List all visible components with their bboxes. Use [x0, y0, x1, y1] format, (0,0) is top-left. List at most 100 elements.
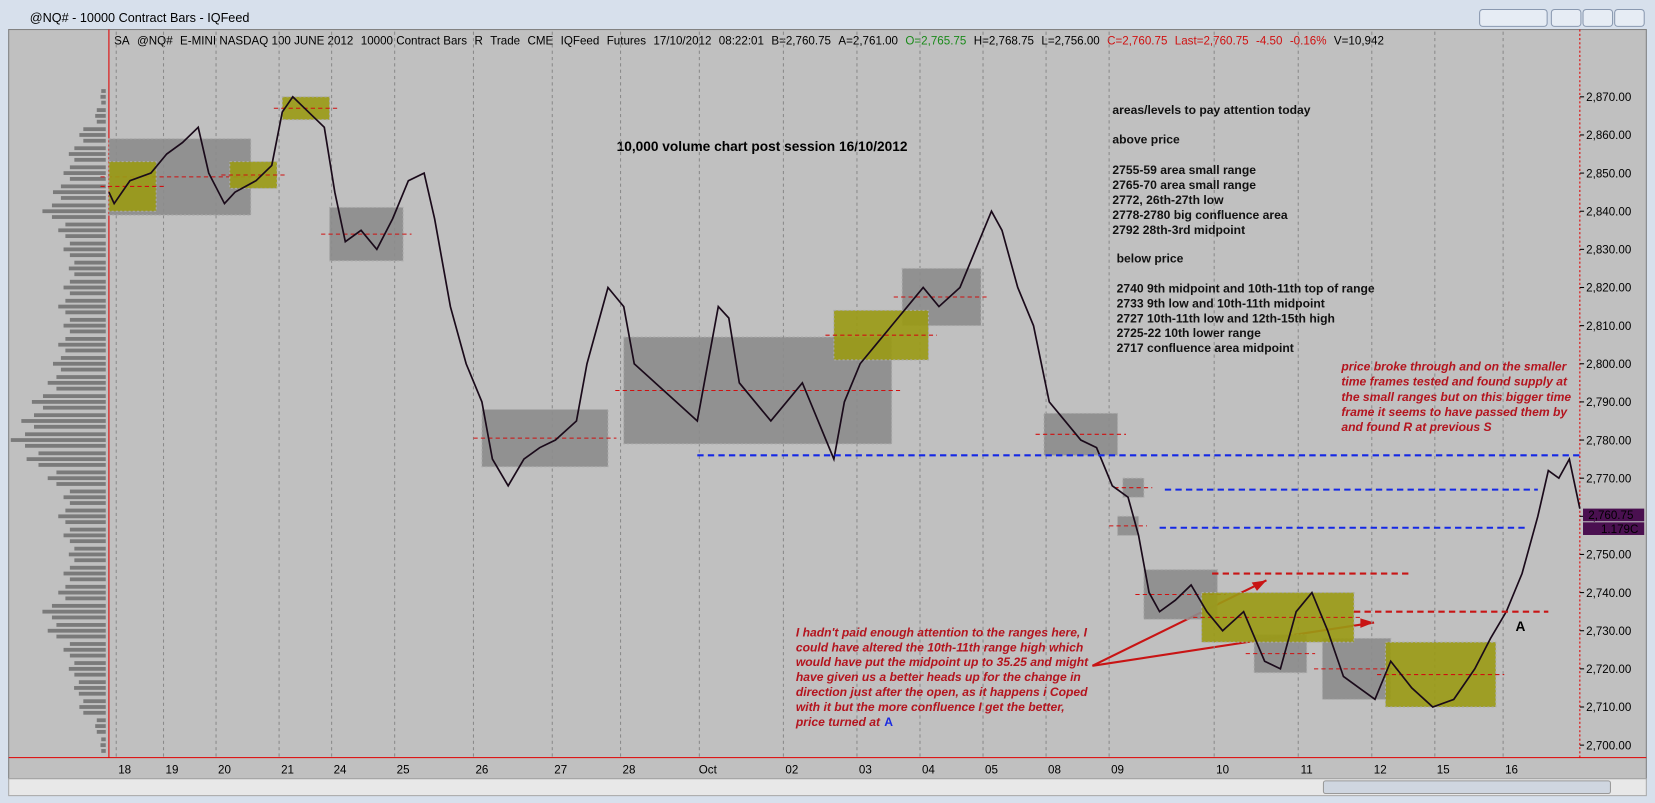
volume-bar [51, 615, 106, 620]
volume-bar [60, 356, 106, 360]
x-tick-label: 16 [1505, 763, 1518, 776]
note-line: 2717 confluence area midpoint [1117, 341, 1294, 355]
toolbar-buttons[interactable] [1479, 8, 1548, 27]
volume-bar [69, 165, 106, 170]
comment-line: price broke through and on the smaller [1340, 359, 1567, 373]
window-controls[interactable] [1479, 8, 1645, 27]
volume-bar [65, 348, 106, 353]
header-item: SA [114, 34, 130, 47]
volume-bar [58, 342, 106, 347]
volume-bar [65, 596, 106, 601]
x-tick-label: 28 [623, 763, 636, 776]
note-line: 2725-22 10th lower range [1117, 326, 1261, 340]
volume-bar [38, 463, 106, 467]
comment-line: and found R at previous S [1341, 420, 1491, 434]
x-tick-label: 21 [281, 763, 294, 776]
volume-bar [25, 443, 106, 448]
note-line: 2755-59 area small range [1112, 163, 1256, 177]
comment-line: frame it seems to have passed them by [1341, 405, 1568, 419]
volume-bar [100, 94, 106, 99]
chart-title: 10,000 volume chart post session 16/10/2… [617, 139, 908, 154]
volume-bar [63, 571, 106, 576]
volume-bar [68, 666, 106, 671]
header-item: Trade [490, 34, 520, 47]
volume-bar [38, 451, 106, 456]
volume-bar [60, 367, 106, 372]
note-line: 2765-70 area small range [1112, 178, 1256, 192]
y-tick-label: 2,710.00 [1586, 701, 1631, 714]
header-item: -0.16% [1290, 34, 1327, 47]
scroll-thumb[interactable] [1322, 780, 1611, 795]
comment-line: could have altered the 10th-11th range h… [796, 640, 1083, 654]
x-tick-label: 27 [554, 763, 567, 776]
y-tick-label: 2,830.00 [1586, 244, 1631, 257]
volume-bar [69, 527, 106, 532]
volume-bar [69, 317, 106, 322]
note-label: above price [1112, 133, 1180, 147]
marker-a: A [884, 715, 893, 729]
scrollbar[interactable] [8, 778, 1647, 797]
volume-bar [58, 514, 106, 519]
arrow-heads [1251, 580, 1375, 628]
y-tick-label: 2,700.00 [1586, 739, 1631, 752]
price-tag: 2,760.75 [1588, 509, 1633, 522]
close-button[interactable] [1614, 8, 1645, 27]
comment-line: would have put the midpoint up to 35.25 … [796, 655, 1089, 669]
header-item: CME [527, 34, 553, 47]
header-item: IQFeed [561, 34, 600, 47]
header-item: 08:22:01 [719, 34, 764, 47]
volume-bar [69, 176, 106, 181]
volume-bar [56, 623, 106, 627]
volume-bar [96, 119, 106, 124]
x-tick-label: 25 [397, 763, 410, 776]
maximize-button[interactable] [1582, 8, 1614, 27]
note-line: 2792 28th-3rd midpoint [1112, 223, 1245, 237]
volume-bar [63, 285, 106, 290]
volume-bar [65, 520, 106, 525]
minimize-button[interactable] [1550, 8, 1582, 27]
volume-bar [63, 171, 106, 175]
note-line: 2772, 26th-27th low [1112, 193, 1224, 207]
volume-bar [42, 405, 106, 410]
volume-bar [51, 203, 106, 208]
note-label: below price [1117, 252, 1184, 266]
volume-bar [51, 215, 106, 219]
count-tag: 1.179C [1601, 523, 1638, 536]
volume-bar [74, 272, 106, 277]
header-item: O=2,765.75 [905, 34, 966, 47]
volume-bar [74, 686, 106, 690]
volume-bar [63, 495, 106, 500]
comment-line: with it but the more confluence I get th… [796, 700, 1065, 714]
volume-bar [65, 298, 106, 303]
volume-bar [83, 699, 106, 704]
note-line: 2727 10th-11th low and 12th-15th high [1117, 311, 1335, 325]
volume-bar [26, 457, 106, 462]
header-bar: SA @NQ# E-MINI NASDAQ 100 JUNE 2012 10000 C… [114, 34, 1384, 47]
comment-line: have given us a better heads up for the … [796, 670, 1081, 684]
volume-bar [83, 127, 106, 132]
comment-line: I hadn't paid enough attention to the ra… [796, 625, 1088, 639]
volume-bar [69, 577, 106, 582]
volume-bar [74, 546, 106, 551]
window-title: @NQ# - 10000 Contract Bars - IQFeed [30, 11, 250, 25]
price-line [108, 95, 1581, 708]
volume-bar [101, 89, 106, 93]
volume-bar [69, 279, 106, 284]
volume-bar [51, 603, 106, 608]
x-tick-label: 11 [1301, 763, 1313, 776]
volume-bar [47, 380, 106, 385]
volume-bar [101, 100, 106, 105]
volume-bar [47, 476, 106, 481]
header-item: C=2,760.75 [1107, 34, 1167, 47]
header-item: 10000 Contract Bars [361, 34, 468, 47]
y-tick-label: 2,770.00 [1586, 472, 1631, 485]
range-box [481, 409, 609, 468]
range-box [1384, 641, 1497, 708]
x-tick-label: 26 [475, 763, 488, 776]
y-tick-label: 2,750.00 [1586, 549, 1631, 562]
volume-bar [68, 266, 106, 271]
volume-bar [96, 108, 106, 112]
volume-bar [42, 609, 106, 614]
volume-bar [58, 228, 106, 233]
